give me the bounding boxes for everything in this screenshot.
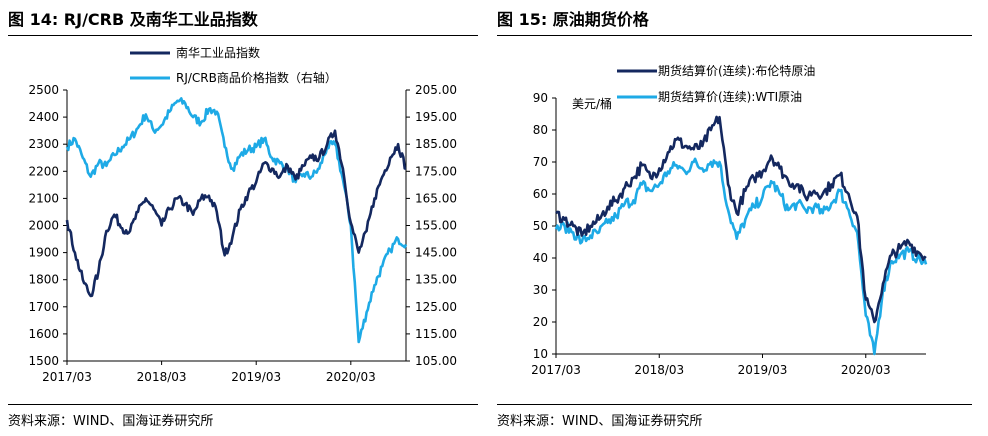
- right-source-note: 资料来源：WIND、国海证券研究所: [497, 414, 703, 429]
- left-legend-label-1: RJ/CRB商品价格指数（右轴）: [176, 70, 337, 85]
- left-chart-xtick-label: 2020/03: [326, 370, 376, 384]
- left-chart-ytick-label: 2200: [28, 164, 59, 178]
- left-chart-ytick-label: 1700: [28, 300, 59, 314]
- right-chart-ytick-label: 20: [533, 315, 548, 329]
- right-legend-label-1: 期货结算价(连续):WTI原油: [658, 89, 802, 104]
- left-chart-right-ytick-label: 145.00: [415, 246, 457, 260]
- right-chart-ytick-label: 40: [533, 251, 548, 265]
- left-chart-ytick-label: 1500: [28, 354, 59, 368]
- left-chart-right-ytick-label: 105.00: [415, 354, 457, 368]
- left-chart-ytick-label: 1900: [28, 246, 59, 260]
- right-chart-ytick-label: 60: [533, 187, 548, 201]
- left-chart-xtick-label: 2017/03: [42, 370, 92, 384]
- right-chart-ytick-label: 10: [533, 347, 548, 361]
- right-chart-ytick-label: 80: [533, 123, 548, 137]
- left-chart-ytick-label: 2400: [28, 110, 59, 124]
- left-chart-right-ytick-label: 115.00: [415, 327, 457, 341]
- left-legend-label-0: 南华工业品指数: [176, 45, 260, 60]
- left-chart-xtick-label: 2019/03: [231, 370, 281, 384]
- left-series-nanhua-line: [65, 129, 407, 298]
- left-chart-right-ytick-label: 125.00: [415, 300, 457, 314]
- left-chart-title: 图 14: RJ/CRB 及南华工业品指数: [8, 10, 258, 29]
- left-chart-xtick-label: 2018/03: [137, 370, 187, 384]
- left-source-note: 资料来源：WIND、国海证券研究所: [8, 414, 214, 429]
- left-chart-right-ytick-label: 195.00: [415, 110, 457, 124]
- left-chart-right-ytick-label: 205.00: [415, 83, 457, 97]
- left-chart-ytick-label: 1600: [28, 327, 59, 341]
- right-series-brent-line: [555, 115, 927, 324]
- right-chart-ytick-label: 90: [533, 91, 548, 105]
- left-bottom-rule: [8, 404, 478, 405]
- right-chart-title: 图 15: 原油期货价格: [497, 10, 649, 29]
- left-chart-ytick-label: 2000: [28, 219, 59, 233]
- left-title-rule: [8, 35, 478, 36]
- right-chart-ytick-label: 70: [533, 155, 548, 169]
- left-chart-right-ytick-label: 185.00: [415, 137, 457, 151]
- left-chart-ytick-label: 1800: [28, 273, 59, 287]
- left-chart-right-ytick-label: 165.00: [415, 191, 457, 205]
- right-chart-xtick-label: 2018/03: [634, 363, 684, 377]
- right-chart-y-unit: 美元/桶: [572, 96, 612, 111]
- right-chart-ytick-label: 50: [533, 219, 548, 233]
- left-chart-right-ytick-label: 175.00: [415, 164, 457, 178]
- right-series-wti-line: [554, 157, 928, 356]
- left-chart-right-ytick-label: 135.00: [415, 273, 457, 287]
- left-chart-right-ytick-label: 155.00: [415, 219, 457, 233]
- right-chart-ytick-label: 30: [533, 283, 548, 297]
- right-legend-label-0: 期货结算价(连续):布伦特原油: [658, 63, 815, 78]
- left-chart-ytick-label: 2500: [28, 83, 59, 97]
- right-chart-xtick-label: 2019/03: [738, 363, 788, 377]
- left-chart-ytick-label: 2300: [28, 137, 59, 151]
- right-title-rule: [497, 35, 972, 36]
- right-bottom-rule: [497, 404, 972, 405]
- right-chart-xtick-label: 2017/03: [531, 363, 581, 377]
- left-chart-ytick-label: 2100: [28, 191, 59, 205]
- right-chart-xtick-label: 2020/03: [841, 363, 891, 377]
